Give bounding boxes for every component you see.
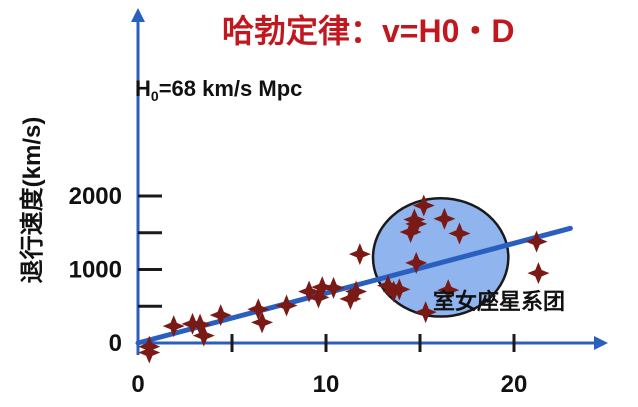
galaxy-point — [138, 341, 161, 364]
y-tick-label: 2000 — [69, 183, 122, 210]
galaxy-point — [247, 298, 270, 321]
galaxy-point — [412, 194, 435, 217]
galaxy-point — [307, 286, 330, 309]
galaxy-point — [448, 222, 471, 245]
galaxy-point — [348, 243, 371, 266]
hubble-constant-annotation: H0=68 km/s Mpc — [135, 76, 302, 104]
x-tick-label: 0 — [131, 371, 144, 398]
y-axis-arrow — [131, 8, 145, 22]
galaxy-point — [322, 276, 345, 299]
galaxy-point — [298, 280, 321, 303]
x-tick-label: 20 — [501, 371, 528, 398]
cluster-ellipse — [371, 196, 510, 318]
galaxy-point — [162, 315, 185, 338]
galaxy-point — [209, 304, 232, 327]
galaxy-point — [275, 294, 298, 317]
x-axis-arrow — [594, 336, 608, 350]
galaxy-point — [527, 262, 550, 285]
y-axis-label: 退行速度(km/s) — [18, 117, 46, 284]
galaxy-point — [388, 278, 411, 301]
galaxy-point — [311, 276, 334, 299]
galaxy-point — [339, 287, 362, 310]
galaxy-point — [251, 311, 274, 334]
galaxy-point — [377, 274, 400, 297]
galaxy-point — [189, 313, 212, 336]
galaxy-point — [437, 279, 460, 302]
y-tick-label: 1000 — [69, 257, 122, 284]
galaxy-point — [414, 301, 437, 324]
y-tick-label: 0 — [109, 330, 122, 357]
galaxy-point — [192, 324, 215, 347]
galaxy-point — [405, 251, 428, 274]
chart-title: 哈勃定律：v=H0・D — [222, 13, 515, 49]
galaxy-point — [525, 230, 548, 253]
galaxy-point — [399, 221, 422, 244]
galaxy-point — [433, 207, 456, 230]
galaxy-point — [345, 280, 368, 303]
x-tick-label: 10 — [313, 371, 340, 398]
galaxy-point — [382, 280, 405, 303]
galaxy-point — [405, 212, 428, 235]
cluster-label: 室女座星系团 — [433, 289, 565, 314]
